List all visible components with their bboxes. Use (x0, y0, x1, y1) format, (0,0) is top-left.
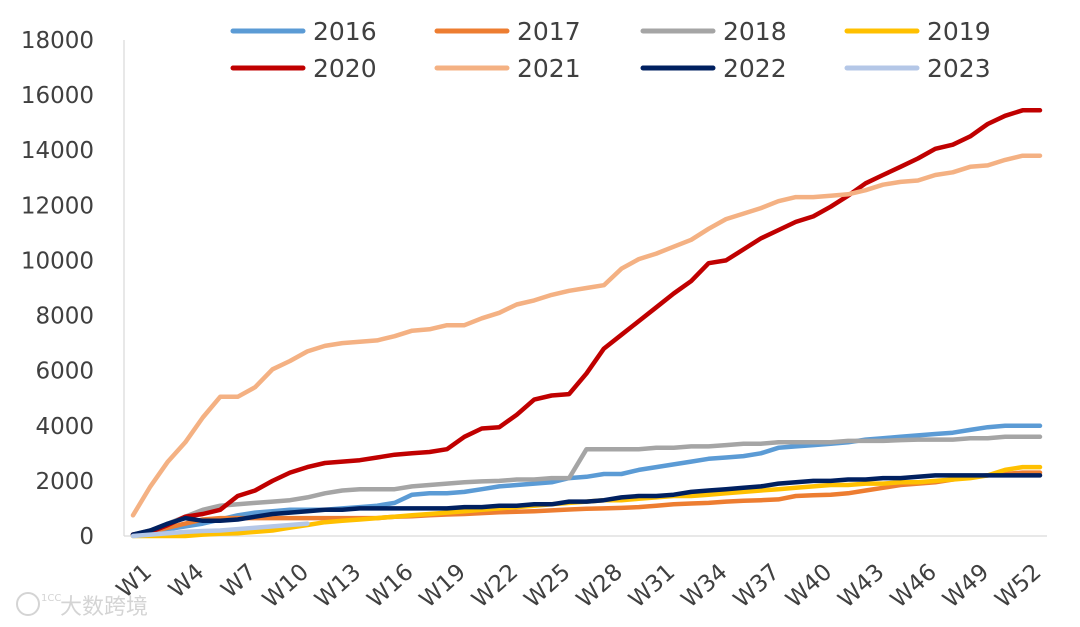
x-tick-label: W37 (729, 559, 785, 613)
legend-label-2016: 2016 (313, 17, 377, 46)
series-line-2022 (130, 473, 1043, 537)
y-tick-label: 12000 (21, 193, 94, 219)
x-tick-label: W40 (781, 559, 837, 613)
y-tick-label: 4000 (35, 414, 94, 440)
legend-label-2020: 2020 (313, 54, 377, 83)
x-tick-label: W31 (624, 559, 680, 613)
legend-label-2019: 2019 (927, 17, 991, 46)
axes (123, 40, 1047, 537)
y-tick-label: 6000 (35, 359, 94, 385)
x-tick-label: W7 (216, 559, 261, 603)
series-line-2023 (130, 521, 310, 539)
x-tick-label: W28 (572, 559, 628, 613)
x-tick-label: W16 (363, 559, 419, 613)
watermark-logo-text: 1CC (41, 593, 61, 604)
y-tick-label: 16000 (21, 83, 94, 109)
watermark-logo-icon (16, 592, 40, 616)
series-line-2020 (130, 108, 1043, 537)
series-lines (130, 108, 1043, 539)
x-tick-label: W4 (164, 559, 209, 603)
legend: 2016 2017 2018 2019 2020 2021 2022 2023 (230, 17, 991, 83)
x-tick-label: W25 (520, 559, 576, 613)
legend-label-2021: 2021 (517, 54, 581, 83)
x-tick-label: W10 (258, 559, 314, 613)
y-tick-label: 18000 (21, 28, 94, 54)
y-tick-label: 0 (79, 524, 94, 550)
series-line-2018 (130, 434, 1043, 537)
legend-label-2018: 2018 (723, 17, 787, 46)
series-line-2016 (130, 423, 1043, 537)
watermark-text: 大数跨境 (60, 595, 148, 620)
x-tick-label: W19 (415, 559, 471, 613)
x-tick-label: W13 (310, 559, 366, 613)
series-line-2017 (130, 470, 1043, 537)
y-tick-label: 8000 (35, 304, 94, 330)
x-tick-labels: W1 W4 W7W10W13W16W19W22W25W28W31W34W37W40W… (112, 559, 1047, 613)
x-tick-label: W43 (834, 559, 890, 613)
x-tick-label: W52 (991, 559, 1047, 613)
legend-label-2017: 2017 (517, 17, 581, 46)
y-tick-label: 2000 (35, 469, 94, 495)
y-tick-label: 10000 (21, 248, 94, 274)
series-line-2021 (130, 153, 1043, 518)
x-tick-label: W22 (467, 559, 523, 613)
x-tick-label: W34 (677, 559, 733, 613)
legend-label-2023: 2023 (927, 54, 991, 83)
y-tick-labels: 0 2000 4000 6000 8000 10000 12000 14000 16000 180… (21, 28, 94, 550)
y-tick-label: 14000 (21, 138, 94, 164)
watermark: 1CC 大数跨境 (16, 592, 148, 620)
x-tick-label: W49 (938, 559, 994, 613)
legend-label-2022: 2022 (723, 54, 787, 83)
x-tick-label: W46 (886, 559, 942, 613)
